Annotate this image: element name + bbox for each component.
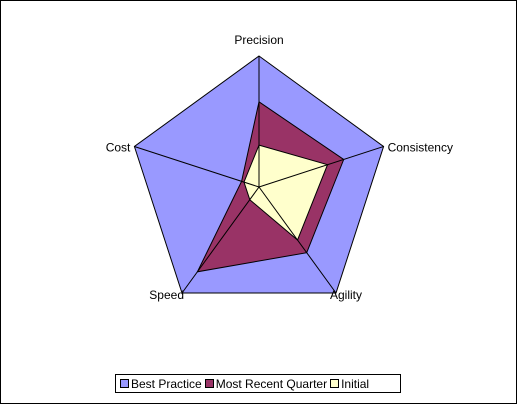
legend-swatch-best-practice <box>120 379 129 388</box>
series-area-initial <box>243 144 329 241</box>
chart-legend: Best Practice Most Recent Quarter Initia… <box>115 374 401 393</box>
legend-label-best-practice: Best Practice <box>131 376 202 391</box>
legend-swatch-initial <box>330 379 340 388</box>
axis-line-speed <box>181 186 260 294</box>
axis-line-agility <box>258 186 337 294</box>
axis-line-cost <box>134 146 260 188</box>
axis-label-consistency: Consistency <box>388 141 453 155</box>
legend-item-initial: Initial <box>330 377 369 391</box>
legend-label-initial: Initial <box>341 376 370 391</box>
legend-swatch-most-recent-quarter <box>204 379 214 388</box>
axis-label-cost: Cost <box>106 141 131 155</box>
axis-label-speed: Speed <box>149 288 184 302</box>
axis-label-agility: Agility <box>330 288 362 302</box>
legend-item-most-recent-quarter: Most Recent Quarter <box>204 376 328 391</box>
axis-line-consistency <box>258 146 384 188</box>
axis-label-precision: Precision <box>234 33 283 47</box>
legend-label-most-recent-quarter: Most Recent Quarter <box>215 376 328 391</box>
legend-item-best-practice: Best Practice <box>120 377 202 391</box>
